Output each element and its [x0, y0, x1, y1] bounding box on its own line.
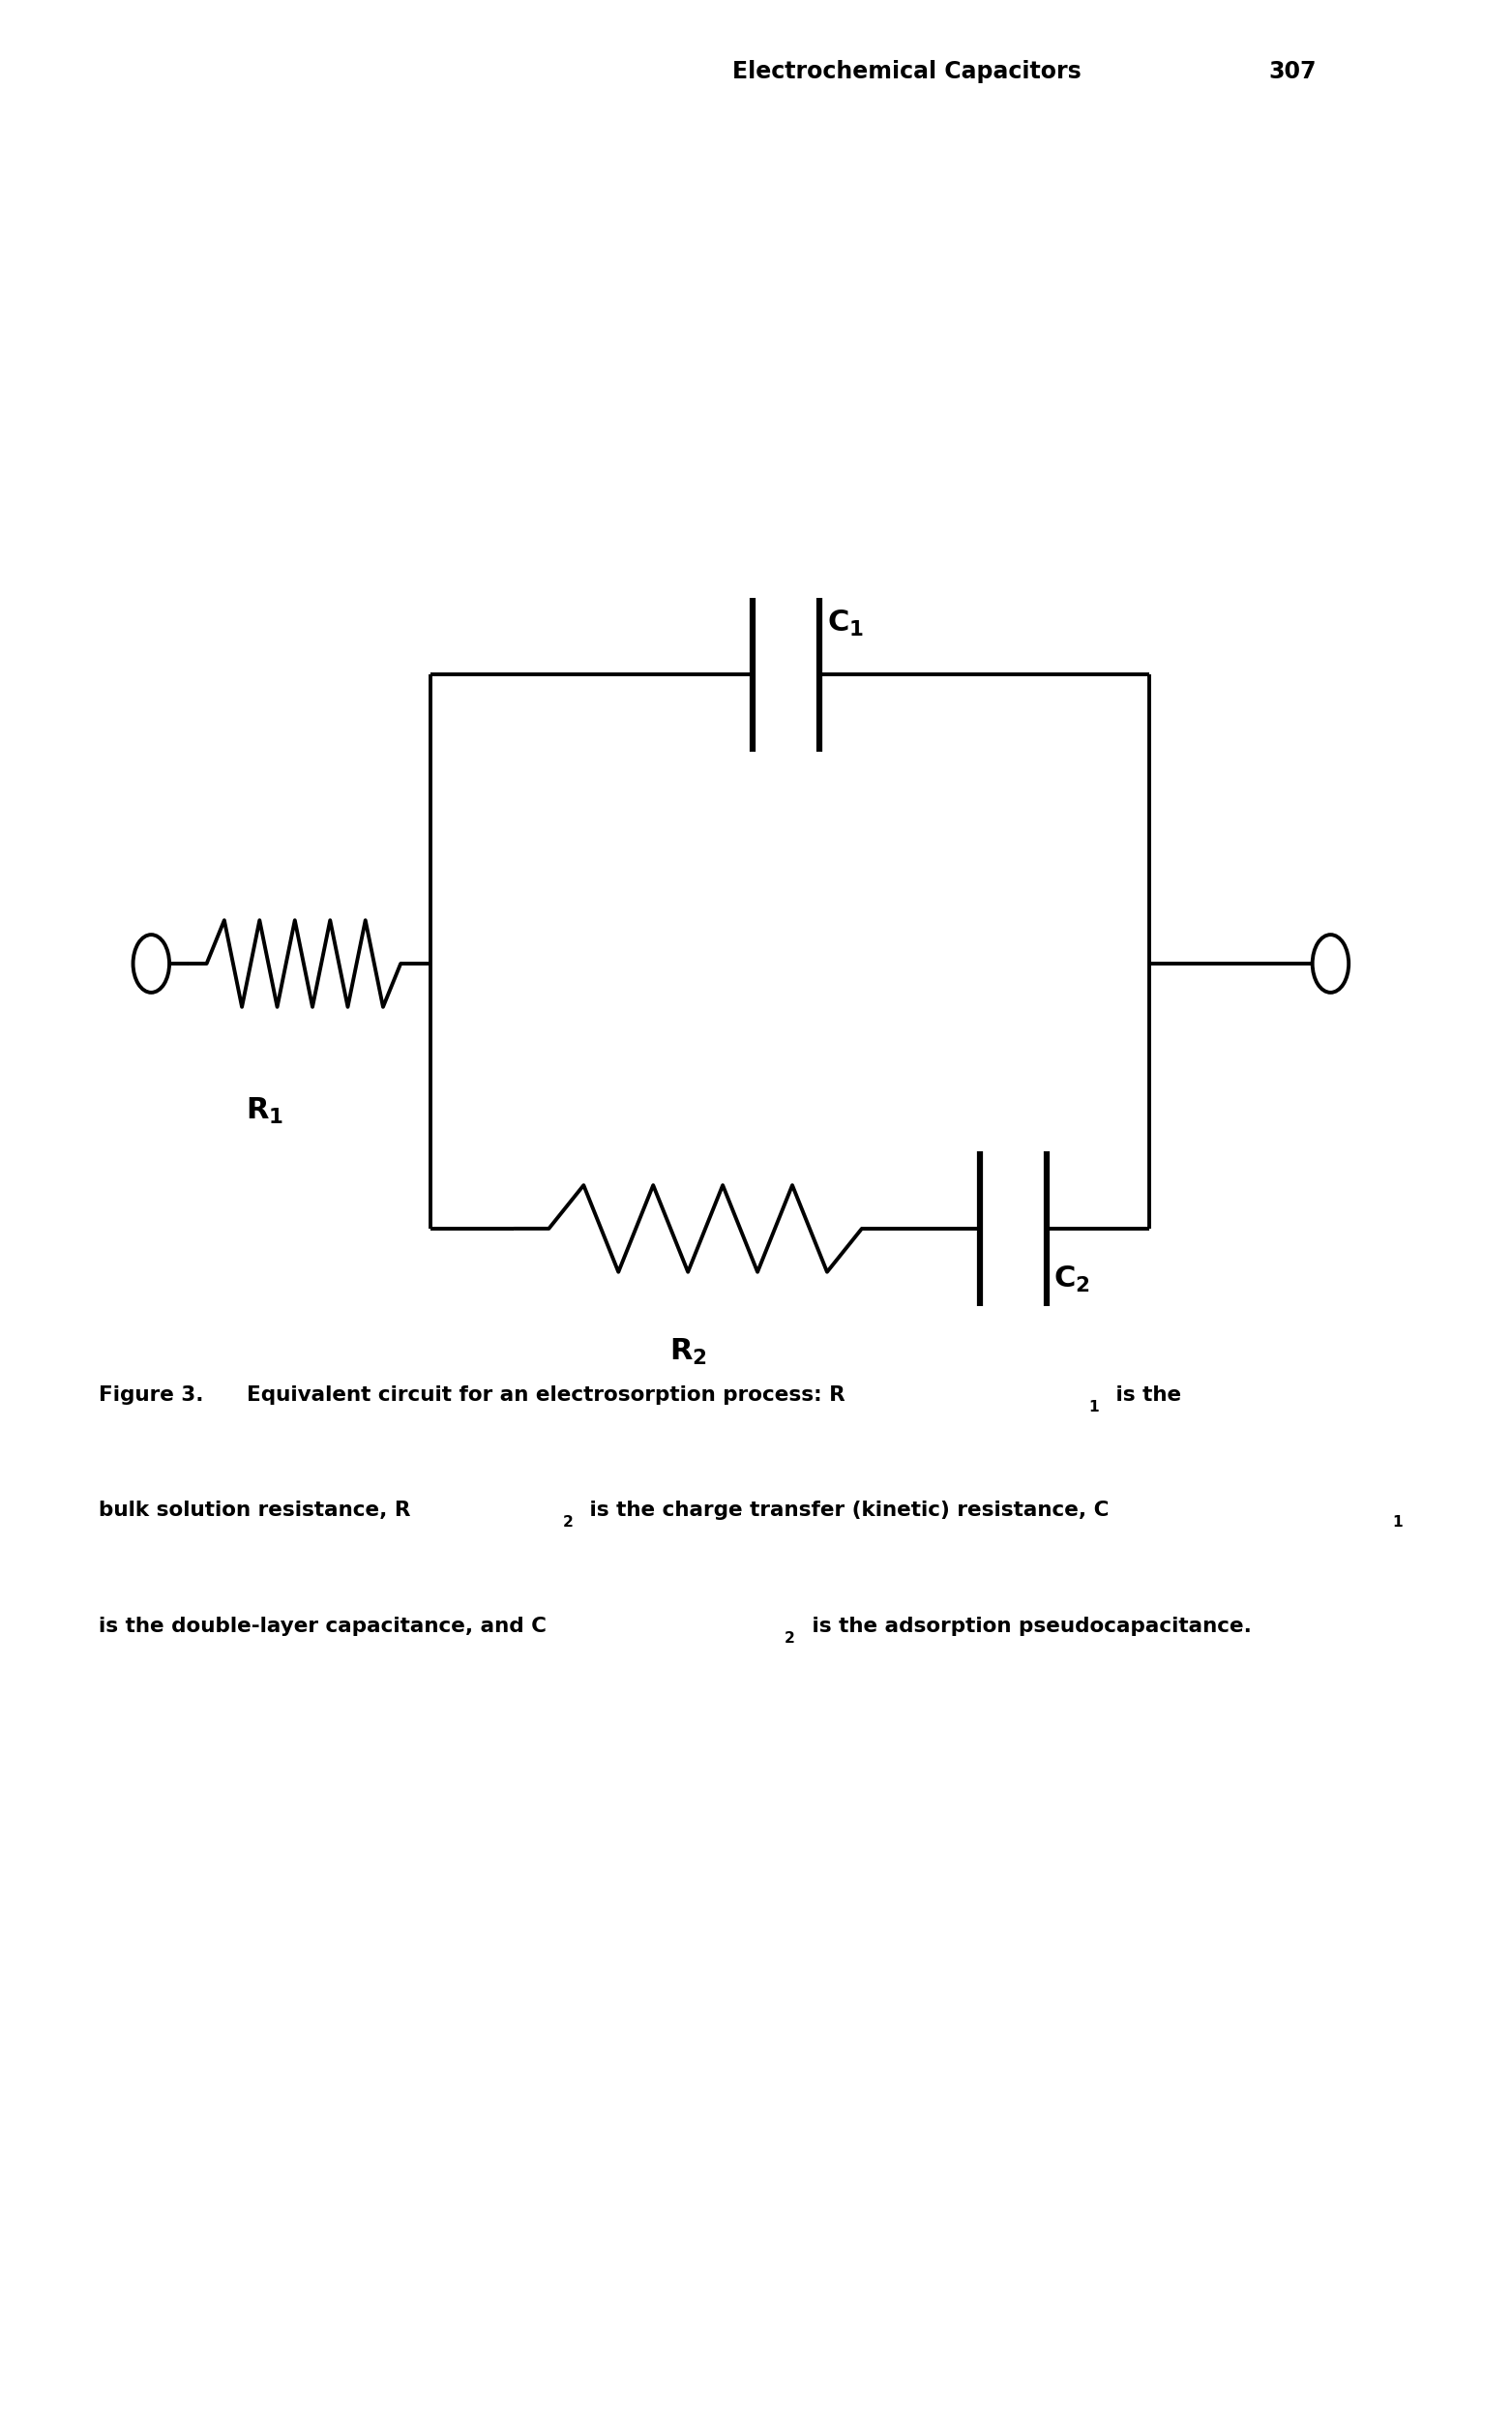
Text: is the double-layer capacitance, and C: is the double-layer capacitance, and C — [98, 1616, 546, 1636]
Text: $\mathbf{C_1}$: $\mathbf{C_1}$ — [827, 609, 863, 638]
Text: Figure 3.: Figure 3. — [98, 1385, 203, 1404]
Text: bulk solution resistance, R: bulk solution resistance, R — [98, 1501, 410, 1520]
Text: is the adsorption pseudocapacitance.: is the adsorption pseudocapacitance. — [804, 1616, 1252, 1636]
Text: $\mathbf{C_2}$: $\mathbf{C_2}$ — [1054, 1265, 1090, 1294]
Text: 307: 307 — [1269, 60, 1317, 84]
Text: 2: 2 — [785, 1631, 795, 1645]
Text: 1: 1 — [1393, 1515, 1403, 1530]
Text: $\mathbf{R_1}$: $\mathbf{R_1}$ — [245, 1096, 284, 1125]
Text: is the charge transfer (kinetic) resistance, C: is the charge transfer (kinetic) resista… — [582, 1501, 1108, 1520]
Text: is the: is the — [1108, 1385, 1181, 1404]
Text: 2: 2 — [562, 1515, 573, 1530]
Text: 1: 1 — [1089, 1400, 1099, 1414]
Text: Equivalent circuit for an electrosorption process: R: Equivalent circuit for an electrosorptio… — [246, 1385, 845, 1404]
Text: Electrochemical Capacitors: Electrochemical Capacitors — [733, 60, 1081, 84]
Text: $\mathbf{R_2}$: $\mathbf{R_2}$ — [670, 1337, 706, 1366]
